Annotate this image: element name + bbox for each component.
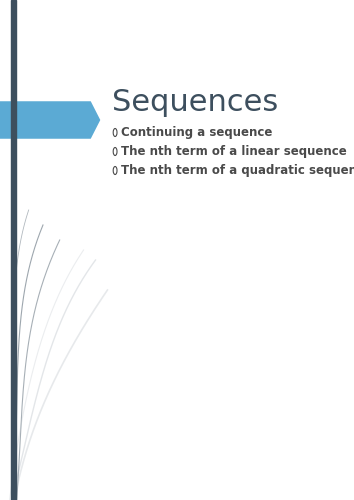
Polygon shape xyxy=(0,101,100,138)
Text: Continuing a sequence: Continuing a sequence xyxy=(121,126,272,139)
Text: The nth term of a linear sequence: The nth term of a linear sequence xyxy=(121,145,346,158)
Bar xyxy=(11,0,16,500)
Text: Sequences: Sequences xyxy=(112,88,279,117)
Text: The nth term of a quadratic sequence: The nth term of a quadratic sequence xyxy=(121,164,354,177)
